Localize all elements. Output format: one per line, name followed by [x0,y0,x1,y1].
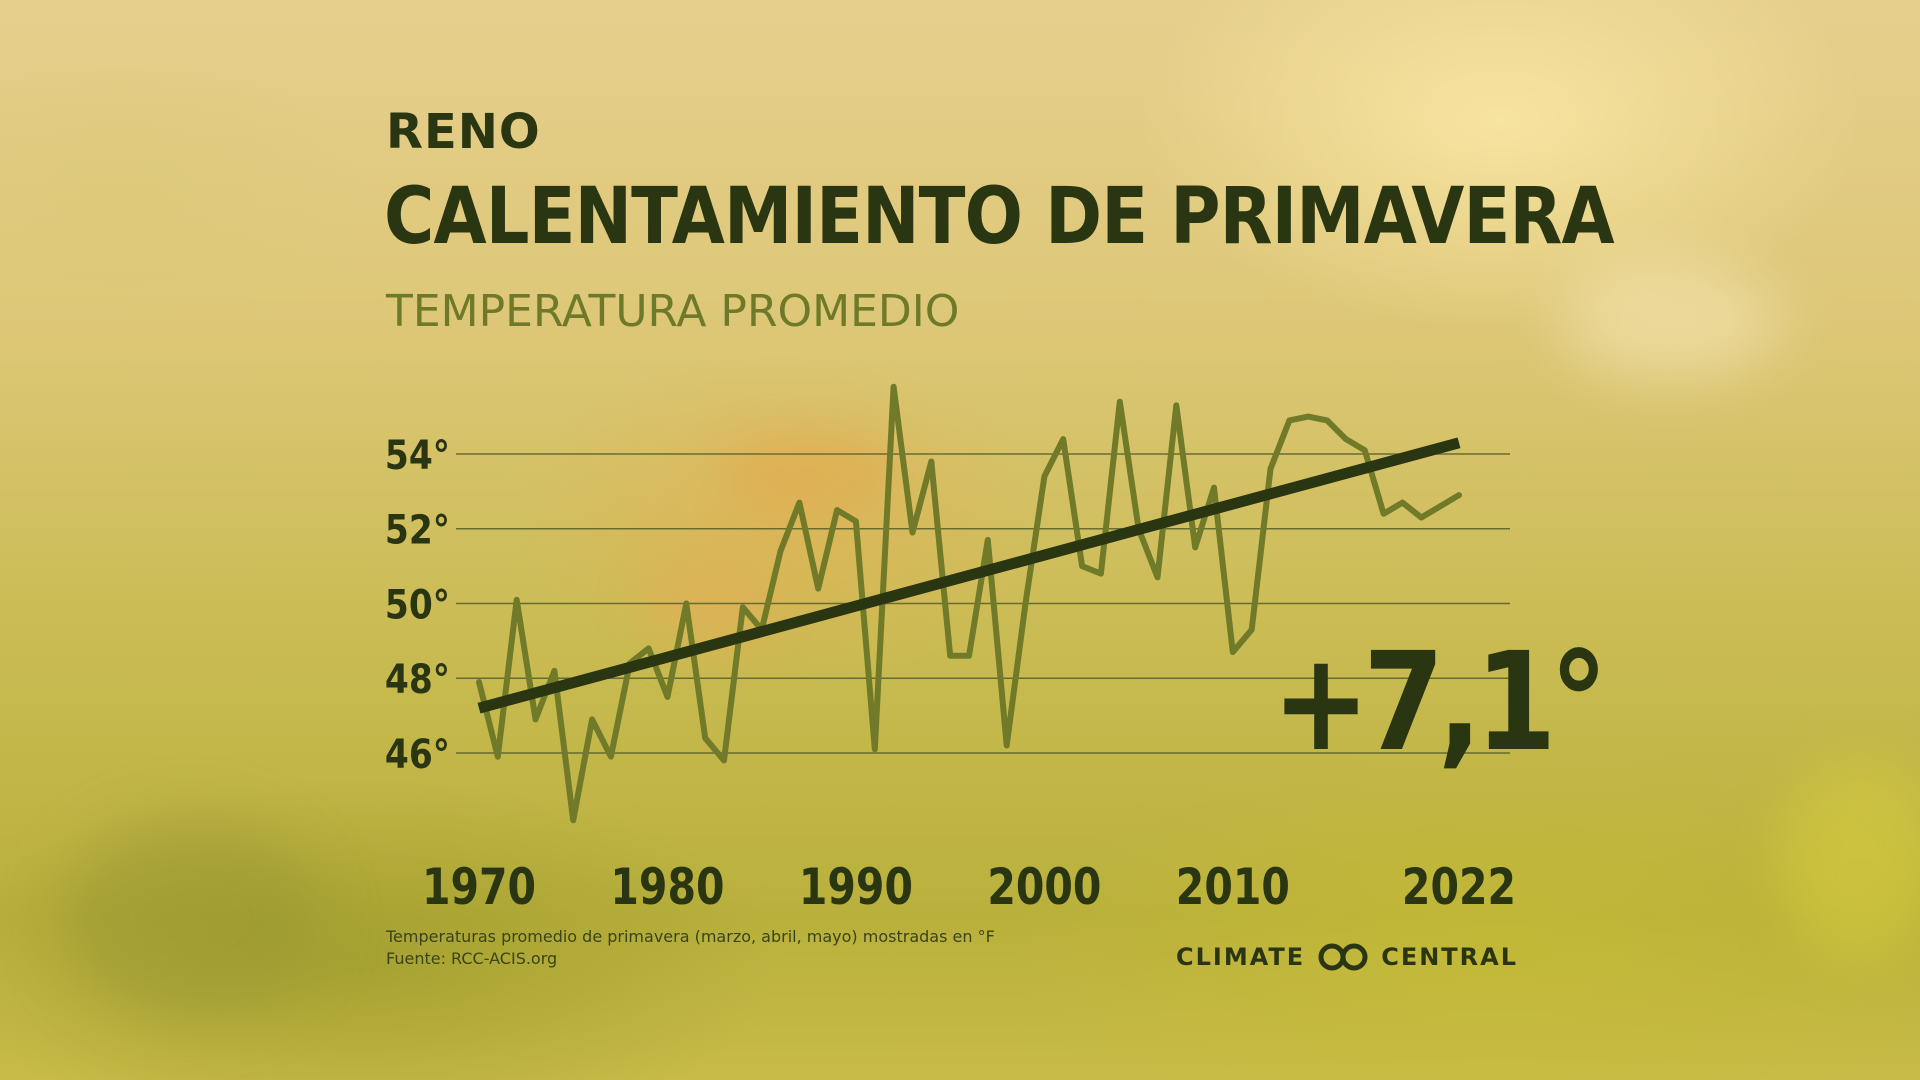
x-tick-label: 1980 [610,858,724,916]
climate-central-logo: CLIMATE CENTRAL [1176,942,1518,972]
footnote-description: Temperaturas promedio de primavera (marz… [386,927,995,946]
trend-group [477,437,1461,714]
footnote-source: Fuente: RCC-ACIS.org [386,949,558,968]
trend-line [477,437,1461,714]
city-label: RENO [386,104,541,160]
y-tick-label: 54° [385,431,450,478]
y-tick-label: 50° [385,581,450,628]
y-tick-label: 48° [385,656,450,703]
x-tick-label: 1970 [422,858,536,916]
temperature-change-label: +7,1° [1272,624,1608,782]
x-tick-label: 2010 [1176,858,1290,916]
logo-mark-icon [1318,943,1368,971]
grid-lines [456,453,1510,754]
x-tick-label: 2022 [1402,858,1516,916]
logo-text-left: CLIMATE [1176,943,1306,971]
x-axis-ticks: 1970 1980 1990 2000 2010 2022 [422,858,1516,916]
logo-text-right: CENTRAL [1381,943,1519,971]
y-tick-label: 52° [385,506,450,553]
footnote: Temperaturas promedio de primavera (marz… [386,926,995,970]
y-axis-ticks: 46° 48° 50° 52° 54° [385,431,450,777]
series-group [476,383,1462,824]
x-tick-label: 2000 [987,858,1101,916]
page-title: CALENTAMIENTO DE PRIMAVERA [384,172,1615,262]
x-tick-label: 1990 [799,858,913,916]
series-line [476,383,1462,824]
y-tick-label: 46° [385,730,450,777]
chart-subtitle: TEMPERATURA PROMEDIO [386,286,960,337]
